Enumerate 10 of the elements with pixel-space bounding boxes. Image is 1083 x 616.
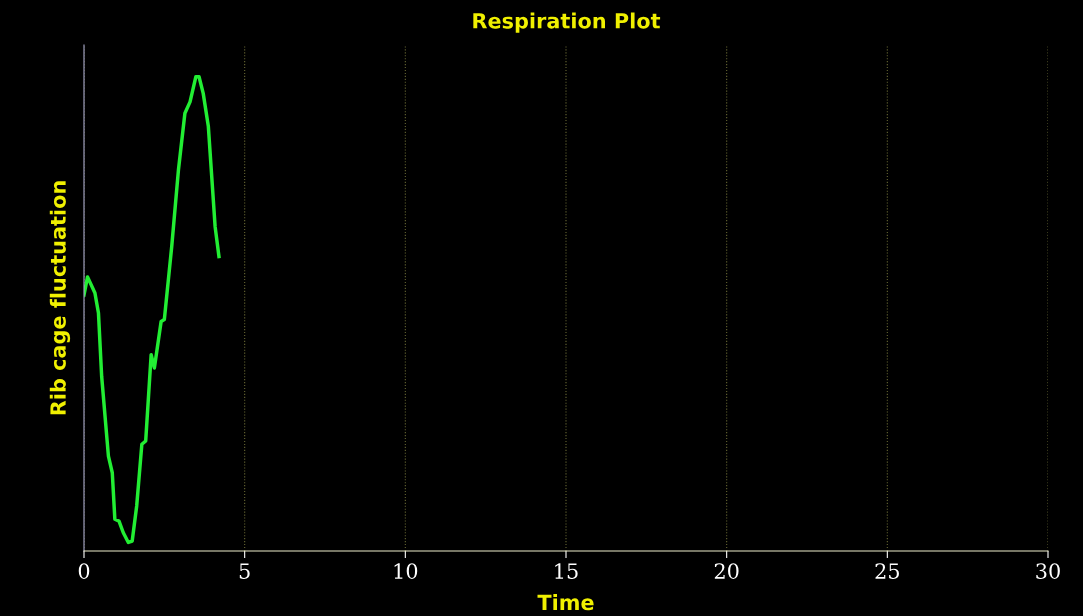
x-tick-label: 10: [394, 563, 418, 579]
x-tick-label: 15: [555, 563, 578, 579]
y-axis-title: Rib cage fluctuation: [49, 181, 71, 415]
x-axis-title: Time: [537, 594, 594, 611]
x-tick-label: 0: [78, 563, 90, 579]
x-tick-label: 5: [239, 563, 250, 579]
x-tick-label: 30: [1036, 563, 1060, 579]
chart-title: Respiration Plot: [473, 12, 661, 33]
x-tick-label: 20: [714, 563, 739, 579]
x-tick-label: 25: [875, 563, 899, 579]
